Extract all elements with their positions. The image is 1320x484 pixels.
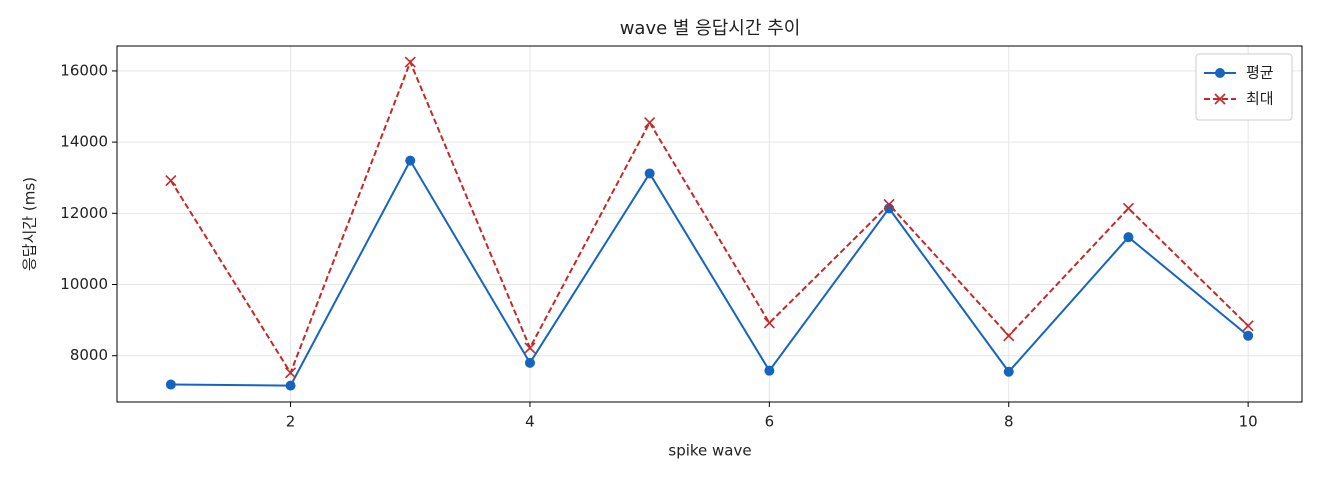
x-tick-label: 6 (765, 413, 775, 431)
data-point (644, 168, 655, 179)
y-tick-label: 16000 (60, 61, 108, 79)
plot-frame (116, 45, 1303, 403)
x-axis-label: spike wave (668, 442, 751, 460)
data-point (883, 198, 895, 210)
series-line (170, 158, 1249, 387)
data-point (644, 116, 656, 129)
data-point (285, 380, 296, 391)
data-point (763, 317, 775, 329)
chart-title: wave 별 응답시간 추이 (620, 18, 801, 39)
x-tick-label: 2 (286, 413, 296, 431)
data-point (524, 342, 536, 354)
y-axis-label: 응답시간 (ms) (21, 177, 39, 271)
data-point (1003, 366, 1014, 377)
data-point (165, 379, 176, 390)
legend-marker (1214, 93, 1226, 105)
data-point (1123, 232, 1134, 243)
x-tick-label: 8 (1004, 413, 1014, 431)
x-tick-label: 10 (1239, 413, 1258, 431)
legend-label: 최대 (1246, 90, 1274, 108)
legend-box (1195, 53, 1293, 121)
y-tick-label: 8000 (70, 346, 108, 364)
data-point (405, 155, 416, 166)
data-point (764, 365, 775, 376)
data-point (1243, 330, 1254, 341)
x-tick-label: 4 (525, 413, 535, 431)
data-point (524, 357, 535, 368)
legend-label: 평균 (1246, 64, 1274, 82)
data-point (404, 56, 416, 68)
y-tick-label: 14000 (60, 133, 108, 151)
data-point (1242, 320, 1254, 332)
y-tick-label: 12000 (60, 204, 108, 222)
data-point (1122, 202, 1135, 214)
data-point (284, 367, 297, 379)
legend-marker (1215, 68, 1225, 78)
y-tick-label: 10000 (60, 275, 108, 293)
data-point (1003, 330, 1015, 342)
series-line (170, 59, 1249, 376)
data-point (165, 175, 177, 187)
